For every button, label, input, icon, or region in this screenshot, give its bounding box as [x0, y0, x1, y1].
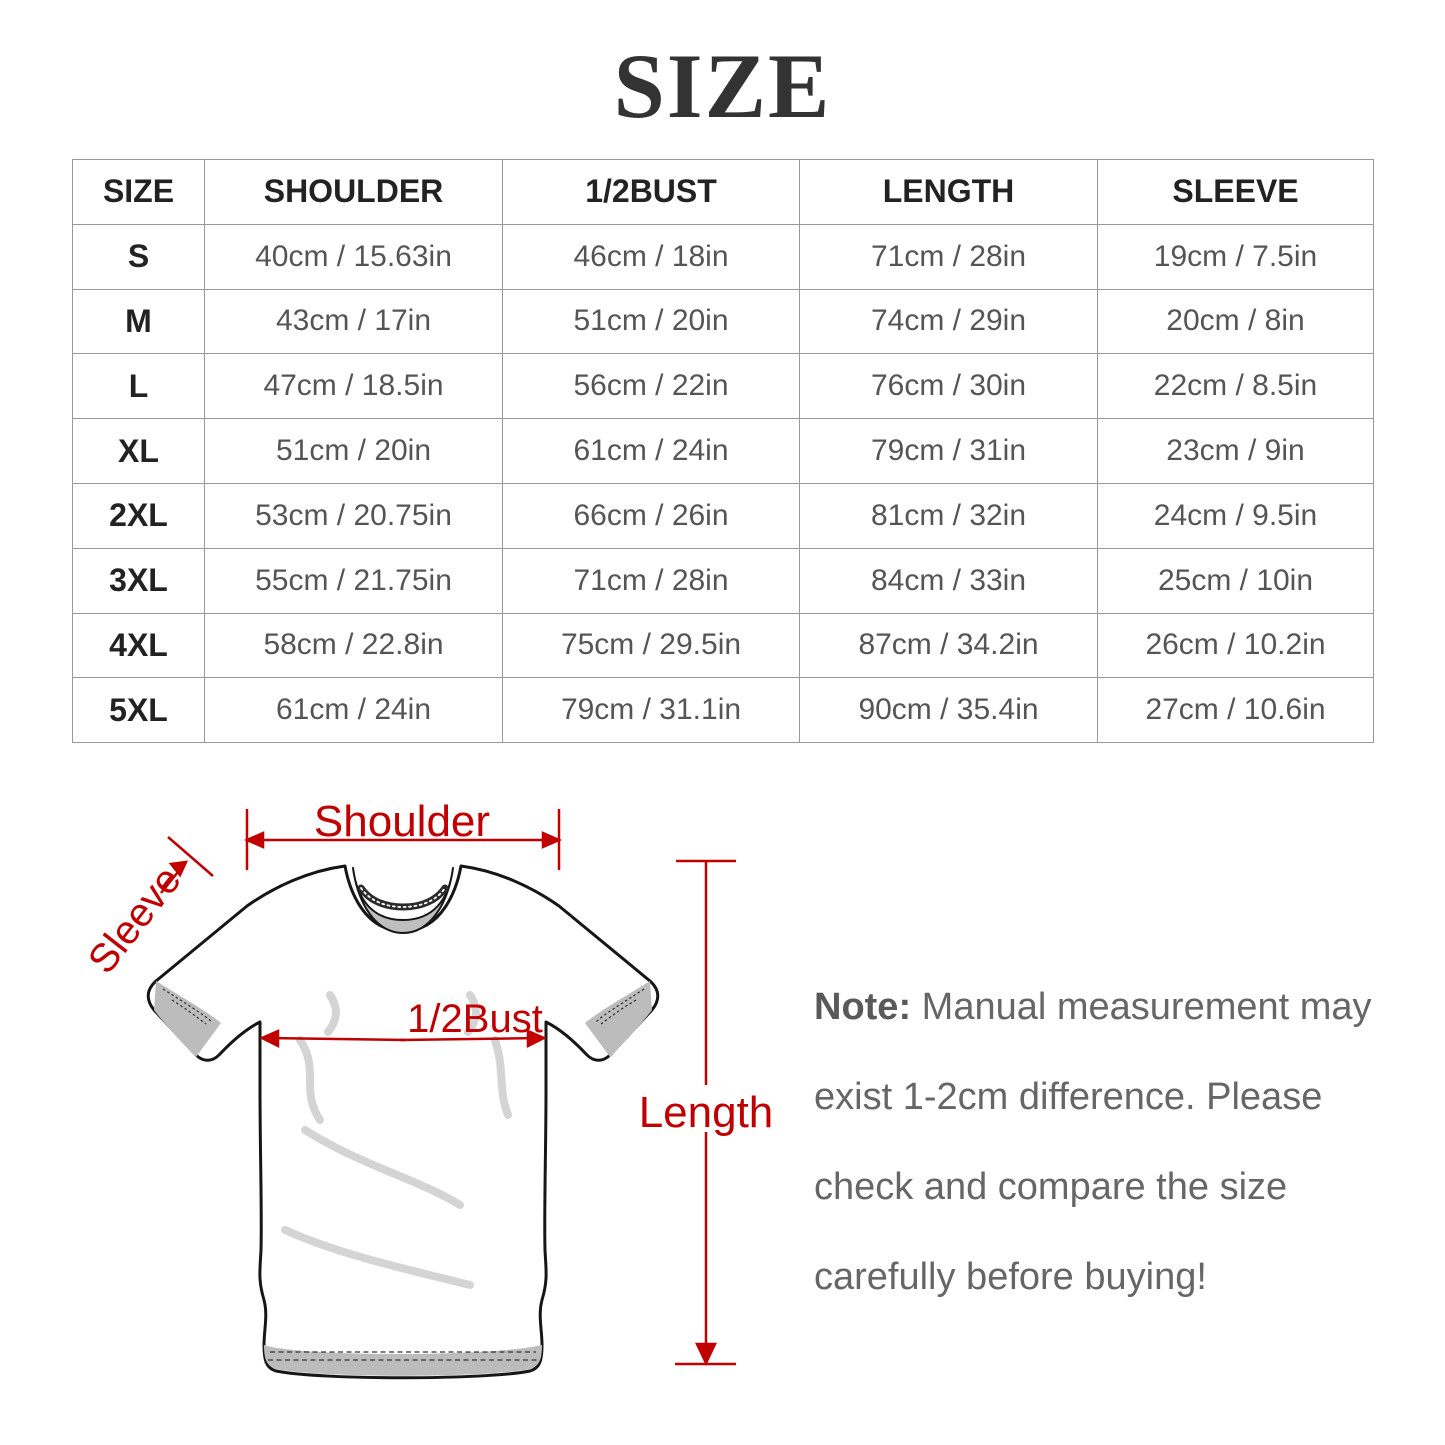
svg-text:Note: Manual measurement may: Note: Manual measurement may [814, 986, 1372, 1028]
svg-text:Shoulder: Shoulder [314, 797, 490, 846]
svg-text:Length: Length [639, 1088, 774, 1137]
svg-text:Sleeve: Sleeve [80, 858, 190, 981]
svg-text:1/2Bust: 1/2Bust [407, 997, 543, 1041]
svg-text:check and compare the size: check and compare the size [814, 1166, 1287, 1208]
svg-text:exist 1-2cm difference. Please: exist 1-2cm difference. Please [814, 1076, 1322, 1118]
svg-text:carefully before buying!: carefully before buying! [814, 1256, 1207, 1298]
